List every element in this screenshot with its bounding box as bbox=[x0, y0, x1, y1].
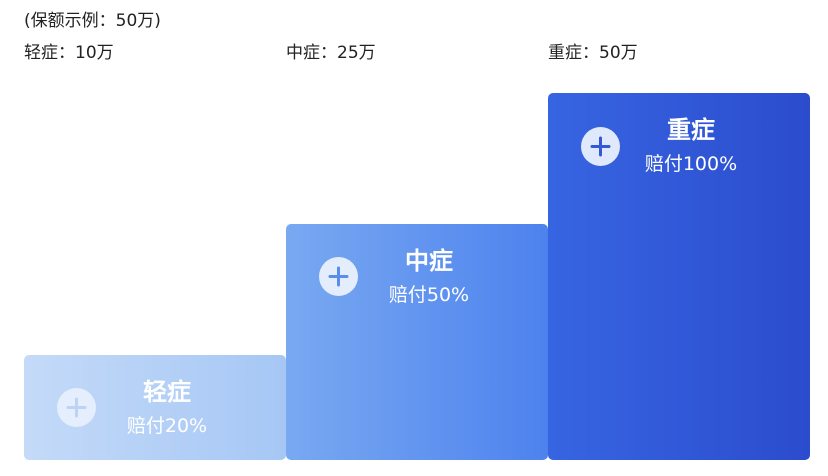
plus-icon-glyph bbox=[66, 397, 87, 418]
tier-card-heavy: 重症 赔付100% bbox=[548, 93, 810, 460]
example-caption: (保额示例：50万) bbox=[24, 11, 161, 31]
plus-icon bbox=[319, 257, 358, 296]
plus-icon bbox=[57, 388, 96, 427]
tier-name: 中症 bbox=[405, 247, 453, 275]
plus-icon-glyph bbox=[590, 136, 611, 157]
amount-label-heavy: 重症：50万 bbox=[548, 43, 638, 63]
amount-label-mid: 中症：25万 bbox=[286, 43, 376, 63]
tier-name: 重症 bbox=[667, 116, 715, 144]
plus-icon bbox=[581, 127, 620, 166]
tier-card-mid: 中症 赔付50% bbox=[286, 224, 548, 460]
tier-name: 轻症 bbox=[143, 378, 191, 406]
tier-payout: 赔付20% bbox=[126, 415, 208, 437]
amount-label-light: 轻症：10万 bbox=[24, 43, 114, 63]
tier-payout: 赔付50% bbox=[388, 284, 470, 306]
tier-card-light: 轻症 赔付20% bbox=[24, 355, 286, 460]
tier-payout: 赔付100% bbox=[644, 153, 738, 175]
plus-icon-glyph bbox=[328, 266, 349, 287]
